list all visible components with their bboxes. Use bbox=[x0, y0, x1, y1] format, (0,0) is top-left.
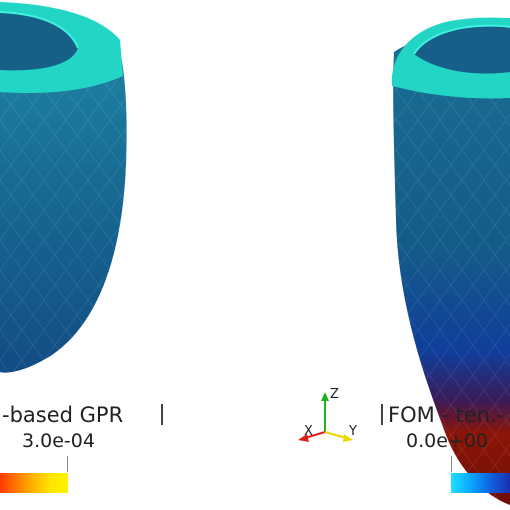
left-colorbar-value: 3.0e-04 bbox=[22, 430, 95, 452]
right-heart-model[interactable] bbox=[391, 17, 510, 505]
left-heart-model[interactable] bbox=[0, 2, 127, 373]
orientation-axes bbox=[298, 392, 353, 442]
right-colorbar-value: 0.0e+00 bbox=[406, 430, 489, 452]
axis-label-y: Y bbox=[349, 424, 357, 439]
left-colorbar[interactable] bbox=[0, 473, 68, 493]
right-colorbar-tick bbox=[451, 456, 452, 472]
left-colorbar-tick bbox=[67, 456, 68, 472]
left-colorbar-title: -based GPR bbox=[2, 403, 124, 427]
right-title-start-mark bbox=[381, 404, 383, 425]
left-title-end-mark bbox=[161, 404, 163, 425]
axis-label-z: Z bbox=[330, 387, 339, 402]
right-colorbar[interactable] bbox=[451, 473, 510, 493]
axis-label-x: X bbox=[304, 424, 313, 439]
right-colorbar-title: FOM - ten.- bbox=[388, 403, 505, 427]
